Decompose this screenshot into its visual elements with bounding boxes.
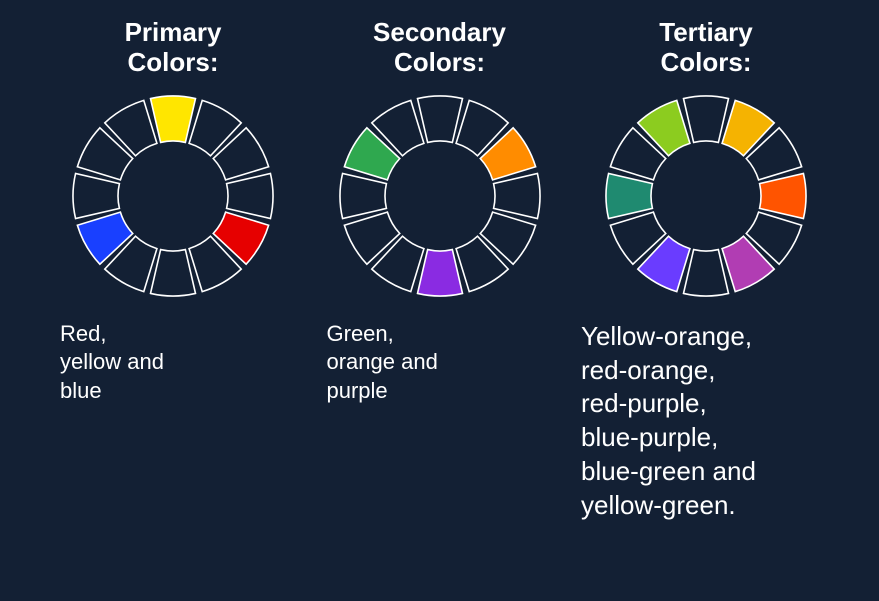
color-wheel — [596, 86, 816, 306]
wheel-segment-9 — [606, 173, 652, 218]
wheel-segment-6 — [151, 249, 196, 295]
column-caption: Yellow-orange,red-orange,red-purple,blue… — [581, 320, 756, 523]
wheel-segment-6 — [684, 249, 729, 295]
wheel-segment-9 — [73, 173, 119, 218]
column-title: SecondaryColors: — [373, 18, 506, 78]
wheel-segment-3 — [227, 173, 273, 218]
color-wheel — [330, 86, 550, 306]
wheel-segment-3 — [493, 173, 539, 218]
color-column-0: PrimaryColors: Red,yellow andblue — [48, 18, 298, 523]
column-caption: Green,orange andpurple — [315, 320, 438, 406]
color-column-1: SecondaryColors: Green,orange andpurple — [315, 18, 565, 523]
wheel-segment-0 — [417, 96, 462, 142]
column-title: PrimaryColors: — [125, 18, 222, 78]
column-title: TertiaryColors: — [659, 18, 752, 78]
wheel-segment-9 — [340, 173, 386, 218]
color-column-2: TertiaryColors: Yellow-orange,red-orange,… — [581, 18, 831, 523]
wheel-segment-6 — [417, 249, 462, 295]
column-caption: Red,yellow andblue — [48, 320, 164, 406]
color-wheel — [63, 86, 283, 306]
wheel-segment-3 — [760, 173, 806, 218]
wheel-segment-0 — [684, 96, 729, 142]
wheel-segment-0 — [151, 96, 196, 142]
